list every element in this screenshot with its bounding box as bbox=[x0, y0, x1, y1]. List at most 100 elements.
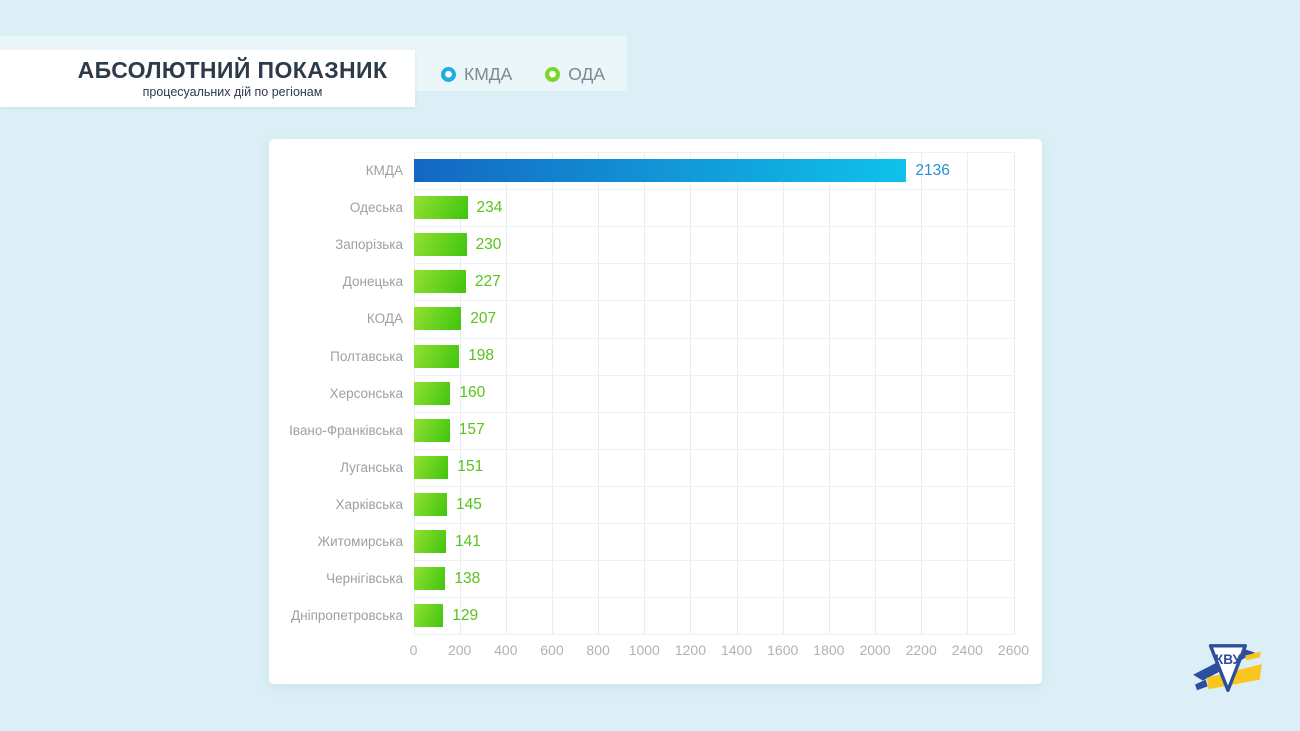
value-label: 207 bbox=[470, 309, 497, 327]
bar-oda[interactable] bbox=[413, 493, 447, 517]
gridline-horizontal bbox=[413, 189, 1014, 191]
bar-oda[interactable] bbox=[413, 418, 450, 442]
value-label: 198 bbox=[468, 347, 495, 365]
category-label: Одеська bbox=[349, 200, 403, 216]
gridline-vertical bbox=[1013, 152, 1015, 635]
category-label: Донецька bbox=[342, 274, 403, 290]
value-label: 227 bbox=[474, 272, 501, 290]
gridline-vertical bbox=[459, 152, 461, 635]
category-label: Луганська bbox=[340, 459, 403, 475]
chart-row: Херсонська 160 bbox=[269, 375, 1042, 412]
x-tick-label: 2000 bbox=[859, 642, 891, 658]
bar-oda[interactable] bbox=[413, 567, 446, 591]
value-label: 129 bbox=[452, 606, 479, 624]
value-label: 160 bbox=[459, 384, 486, 402]
bar-oda[interactable] bbox=[413, 455, 449, 479]
x-tick-label: 1400 bbox=[720, 642, 753, 658]
category-label: Чернігівська bbox=[326, 571, 403, 587]
bar-kmda[interactable] bbox=[413, 159, 907, 183]
logo-text: КВУ bbox=[1215, 652, 1241, 667]
page-subtitle: процесуальних дій по регіонам bbox=[142, 84, 323, 99]
chart-legend: КМДА ОДА bbox=[441, 59, 605, 89]
gridline-horizontal bbox=[413, 300, 1014, 302]
bar-oda[interactable] bbox=[413, 344, 460, 368]
bar-oda[interactable] bbox=[413, 530, 447, 554]
x-tick-label: 400 bbox=[494, 642, 518, 658]
gridline-vertical bbox=[598, 152, 600, 635]
chart-row: Дніпропетровська 129 bbox=[269, 597, 1042, 634]
gridline-horizontal bbox=[413, 448, 1014, 450]
chart-row: КОДА 207 bbox=[269, 300, 1042, 337]
bar-oda[interactable] bbox=[413, 381, 451, 405]
gridline-horizontal bbox=[413, 597, 1014, 599]
gridline-horizontal bbox=[413, 486, 1014, 488]
gridline-vertical bbox=[644, 152, 646, 635]
chart-panel: КМДА 2136 Одеська 234 Запорізька 230 Донецька 2… bbox=[269, 139, 1042, 684]
bar-oda[interactable] bbox=[413, 270, 466, 294]
x-tick-label: 1800 bbox=[813, 642, 845, 658]
x-tick-label: 0 bbox=[409, 642, 418, 658]
gridline-horizontal bbox=[413, 523, 1014, 525]
category-label: КОДА bbox=[366, 311, 403, 327]
value-label: 234 bbox=[476, 198, 503, 216]
chart-row: Запорізька 230 bbox=[269, 226, 1042, 263]
value-label: 138 bbox=[454, 569, 481, 587]
legend-item-kmda[interactable]: КМДА bbox=[441, 64, 512, 85]
category-label: Харківська bbox=[335, 497, 403, 513]
chart-row: Чернігівська 138 bbox=[269, 560, 1042, 597]
x-tick-label: 1000 bbox=[628, 642, 660, 658]
chart-row: Одеська 234 bbox=[269, 189, 1042, 226]
kvu-logo-graphic: КВУ bbox=[1193, 644, 1262, 692]
logo-triangle bbox=[1208, 644, 1248, 692]
gridline-vertical bbox=[551, 152, 553, 635]
category-label: КМДА bbox=[365, 163, 403, 179]
value-label: 145 bbox=[455, 495, 482, 513]
chart-row: Житомирська 141 bbox=[269, 523, 1042, 560]
legend-dot-oda-icon bbox=[545, 66, 561, 82]
gridline-vertical bbox=[690, 152, 692, 635]
legend-item-oda[interactable]: ОДА bbox=[545, 64, 605, 85]
chart-rows: КМДА 2136 Одеська 234 Запорізька 230 Донецька 2… bbox=[269, 152, 1042, 634]
x-tick-label: 200 bbox=[447, 642, 472, 658]
value-label: 151 bbox=[457, 458, 484, 476]
category-label: Полтавська bbox=[330, 348, 403, 364]
gridline-horizontal bbox=[413, 560, 1014, 562]
x-tick-label: 2200 bbox=[905, 642, 937, 658]
logo-yellow-fragment bbox=[1245, 651, 1261, 661]
page-title: АБСОЛЮТНИЙ ПОКАЗНИК bbox=[77, 57, 388, 84]
title-card: АБСОЛЮТНИЙ ПОКАЗНИК процесуальних дій по… bbox=[0, 50, 415, 107]
gridline-vertical bbox=[875, 152, 877, 635]
x-tick-label: 1200 bbox=[674, 642, 706, 658]
category-label: Житомирська bbox=[317, 534, 403, 550]
gridline-horizontal bbox=[413, 337, 1014, 339]
gridline-vertical bbox=[967, 152, 969, 635]
legend-label-kmda: КМДА bbox=[464, 63, 513, 84]
bar-oda[interactable] bbox=[413, 307, 462, 331]
bar-oda[interactable] bbox=[413, 196, 468, 220]
bar-oda[interactable] bbox=[413, 233, 467, 257]
chart-row: Івано-Франківська 157 bbox=[269, 412, 1042, 449]
logo-blue-fragment bbox=[1195, 679, 1208, 691]
gridline-vertical bbox=[505, 152, 507, 635]
legend-label-oda: ОДА bbox=[568, 63, 606, 84]
x-tick-label: 2600 bbox=[997, 642, 1030, 658]
gridline-vertical bbox=[828, 152, 830, 635]
chart-grid bbox=[413, 152, 1015, 636]
category-label: Херсонська bbox=[329, 385, 403, 401]
x-tick-label: 2400 bbox=[951, 642, 983, 658]
gridline-vertical bbox=[782, 152, 784, 635]
gridline-horizontal bbox=[413, 152, 1014, 153]
bar-oda[interactable] bbox=[413, 604, 444, 628]
kvu-logo: КВУ bbox=[1186, 640, 1266, 698]
value-label: 157 bbox=[458, 421, 485, 439]
x-tick-label: 800 bbox=[586, 642, 610, 658]
value-label: 141 bbox=[455, 532, 481, 550]
chart-row: Донецька 227 bbox=[269, 263, 1042, 300]
value-label: 230 bbox=[475, 235, 502, 253]
chart-row: Луганська 151 bbox=[269, 449, 1042, 486]
category-label: Івано-Франківська bbox=[289, 422, 403, 438]
gridline-horizontal bbox=[413, 226, 1014, 228]
chart-row: Харківська 145 bbox=[269, 486, 1042, 523]
gridline-horizontal bbox=[413, 374, 1014, 376]
